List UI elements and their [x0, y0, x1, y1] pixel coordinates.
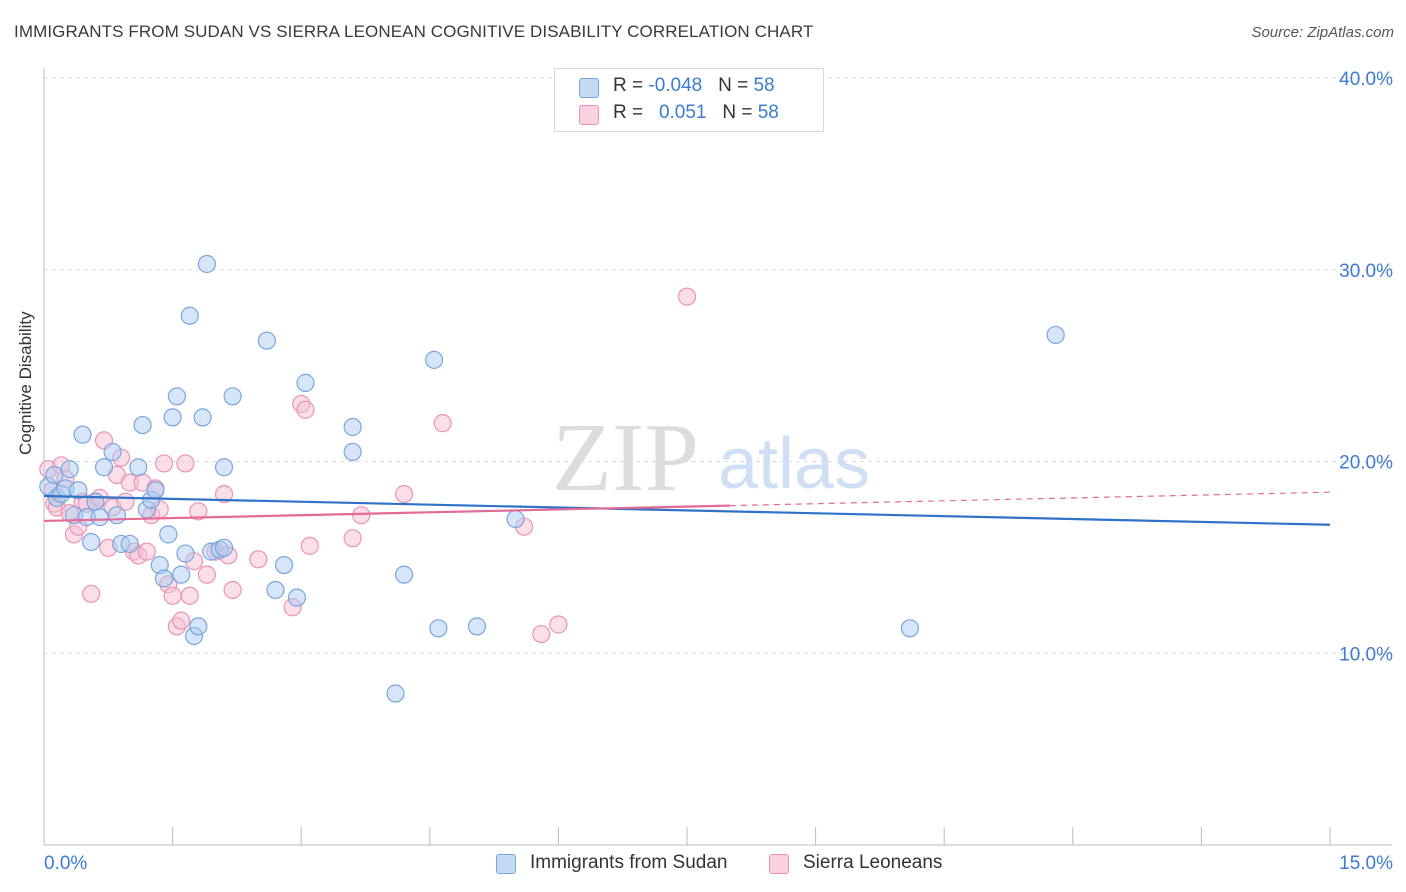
- trendline-sudan: [43, 494, 1331, 526]
- data-point-sudan: [107, 506, 126, 525]
- data-point-sudan: [69, 481, 88, 500]
- data-point-sudan: [172, 565, 191, 584]
- bottom-legend-swatch-sierra: [769, 854, 789, 874]
- data-point-sudan: [129, 458, 148, 477]
- data-point-sudan: [45, 465, 64, 485]
- legend-swatch-sierra: [579, 105, 599, 125]
- data-point-sudan: [189, 617, 208, 636]
- data-point-sudan: [176, 544, 195, 563]
- data-point-sierra: [223, 580, 242, 600]
- data-point-sudan: [73, 425, 92, 444]
- y-tick-label: 40.0%: [1339, 69, 1393, 90]
- data-point-sudan: [900, 619, 920, 638]
- legend-r-label: R =: [613, 75, 649, 96]
- data-point-sudan: [1046, 325, 1065, 345]
- trendline-sierra: [43, 504, 730, 523]
- data-point-sierra: [172, 611, 191, 630]
- data-point-sierra: [163, 586, 182, 605]
- data-point-sierra: [549, 615, 568, 634]
- source-label: Source: ZipAtlas.com: [1251, 24, 1394, 41]
- data-point-sudan: [296, 373, 315, 392]
- stats-legend: R = -0.048 N = 58 R = 0.051 N = 58: [554, 68, 824, 132]
- y-tick-label: 30.0%: [1339, 261, 1393, 282]
- data-point-sudan: [287, 588, 307, 607]
- data-point-sudan: [193, 408, 212, 427]
- watermark: ZIP atlas: [552, 404, 870, 512]
- data-point-sudan: [133, 415, 152, 435]
- data-point-sierra: [249, 550, 268, 569]
- data-point-sierra: [197, 565, 216, 584]
- data-point-sudan: [197, 254, 216, 274]
- y-tick-label: 20.0%: [1339, 453, 1393, 474]
- data-point-sudan: [163, 408, 182, 427]
- legend-n-label: N =: [718, 75, 754, 96]
- data-point-sudan: [424, 350, 444, 369]
- data-point-sudan: [386, 684, 405, 703]
- data-point-sudan: [394, 565, 414, 584]
- data-point-sierra: [677, 287, 697, 306]
- data-point-sudan: [257, 331, 277, 350]
- data-point-sudan: [120, 534, 139, 554]
- x-tick-label: 15.0%: [1339, 853, 1393, 874]
- data-point-sudan: [180, 306, 199, 325]
- data-point-sudan: [154, 569, 174, 588]
- data-point-sierra: [176, 454, 195, 473]
- data-point-sierra: [296, 400, 315, 419]
- legend-n-value: 58: [753, 75, 775, 96]
- data-point-sudan: [94, 458, 114, 477]
- y-axis-label: Cognitive Disability: [16, 311, 35, 455]
- data-point-sudan: [82, 532, 101, 552]
- chart-title: IMMIGRANTS FROM SUDAN VS SIERRA LEONEAN …: [14, 22, 814, 41]
- data-point-sierra: [532, 624, 551, 644]
- y-tick-label: 10.0%: [1339, 644, 1393, 665]
- data-point-sudan: [467, 617, 487, 636]
- data-point-sudan: [274, 555, 294, 575]
- data-point-sudan: [214, 458, 234, 477]
- bottom-legend-label-sudan: Immigrants from Sudan: [530, 852, 728, 873]
- data-point-sudan: [506, 509, 525, 529]
- data-point-sierra: [189, 502, 208, 521]
- data-point-sierra: [82, 584, 101, 603]
- legend-n-label: N =: [722, 102, 758, 123]
- x-tick-label: 0.0%: [44, 853, 87, 874]
- data-point-sudan: [223, 387, 242, 406]
- legend-r-value: -0.048: [648, 75, 703, 96]
- watermark-atlas: atlas: [718, 424, 870, 504]
- data-point-sierra: [433, 414, 452, 433]
- legend-r-label: R =: [613, 102, 649, 123]
- data-point-sudan: [343, 442, 362, 462]
- legend-swatch-sudan: [579, 78, 599, 98]
- data-point-sudan: [60, 460, 79, 479]
- data-point-sudan: [103, 442, 122, 462]
- data-point-sierra: [180, 586, 199, 605]
- data-point-sudan: [146, 481, 165, 500]
- data-point-sierra: [137, 542, 156, 561]
- legend-r-value: 0.051: [658, 102, 707, 123]
- watermark-zip: ZIP: [552, 404, 699, 512]
- data-point-sudan: [429, 619, 448, 638]
- data-point-sierra: [154, 454, 174, 473]
- trendline-sierra-extension: [729, 491, 1331, 507]
- data-point-sudan: [343, 417, 362, 437]
- data-point-sierra: [352, 506, 371, 525]
- legend-n-value: 58: [757, 102, 779, 123]
- data-point-sudan: [167, 387, 186, 406]
- bottom-legend-label-sierra: Sierra Leoneans: [803, 852, 943, 873]
- data-point-sierra: [300, 536, 319, 555]
- data-point-sudan: [90, 508, 109, 527]
- data-point-sudan: [266, 580, 285, 600]
- bottom-legend-swatch-sudan: [496, 854, 516, 874]
- data-point-sudan: [159, 525, 178, 544]
- data-point-sudan: [86, 492, 105, 511]
- data-point-sierra: [343, 529, 362, 548]
- data-point-sierra: [394, 484, 414, 504]
- data-point-sierra: [214, 484, 234, 504]
- data-point-sudan: [214, 538, 234, 557]
